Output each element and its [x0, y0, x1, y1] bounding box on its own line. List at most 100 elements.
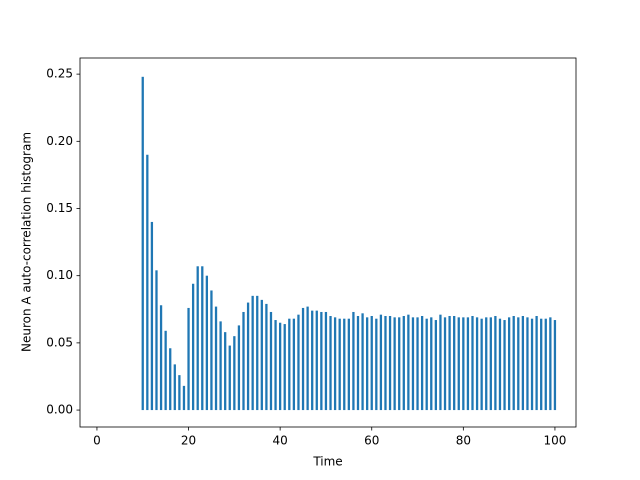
bar [338, 318, 341, 411]
bar [370, 316, 373, 411]
bar [384, 316, 387, 411]
bar [453, 316, 456, 411]
bar [201, 266, 204, 411]
bar [329, 316, 332, 411]
bar [540, 318, 543, 411]
y-tick-label: 0.15 [46, 201, 73, 215]
bar [434, 320, 438, 411]
bar [146, 154, 149, 411]
bar [274, 320, 277, 411]
bar [242, 311, 245, 411]
bar [420, 316, 424, 411]
bar [173, 364, 176, 411]
bar [269, 311, 273, 411]
bar [549, 317, 552, 411]
bar [164, 330, 167, 411]
bar [228, 345, 231, 411]
bar [462, 317, 465, 411]
y-axis-label: Neuron A auto-correlation histogram [20, 132, 34, 352]
bar [535, 316, 538, 411]
x-axis-label: Time [312, 455, 342, 469]
bar [333, 317, 337, 411]
bar [544, 318, 547, 411]
bar [265, 303, 268, 411]
bar [141, 76, 144, 411]
y-tick-label: 0.20 [46, 134, 73, 148]
bar [155, 270, 158, 411]
bar [210, 290, 213, 411]
bar [448, 316, 451, 411]
bar [283, 324, 286, 411]
bar [494, 316, 497, 411]
bar [182, 385, 186, 411]
bar [343, 318, 346, 411]
bar [233, 336, 236, 411]
bar [187, 307, 190, 411]
bar [320, 311, 323, 411]
y-tick-label: 0.00 [46, 403, 73, 417]
bar [196, 266, 199, 411]
bar [393, 317, 396, 411]
y-tick-label: 0.25 [46, 67, 73, 81]
bar [521, 316, 525, 411]
bar [366, 317, 369, 411]
y-tick-label: 0.10 [46, 268, 73, 282]
x-tick-label: 80 [456, 434, 471, 448]
x-tick-label: 0 [93, 434, 101, 448]
bar [526, 317, 529, 411]
bar [214, 306, 218, 411]
bar [411, 317, 415, 411]
bar [407, 314, 410, 411]
bar [379, 314, 383, 411]
x-tick-label: 40 [272, 434, 287, 448]
bar [237, 325, 241, 411]
bar [416, 317, 419, 411]
bar [517, 317, 520, 411]
x-tick-label: 20 [181, 434, 196, 448]
bar [356, 316, 360, 411]
bar [388, 316, 392, 411]
bar [256, 295, 259, 411]
bar [150, 221, 154, 411]
bar [375, 318, 378, 411]
bar [480, 318, 483, 411]
bar [439, 314, 442, 411]
bar [315, 310, 318, 411]
bar [475, 317, 479, 411]
x-tick-label: 100 [543, 434, 566, 448]
bar [485, 317, 488, 411]
bar [297, 314, 300, 411]
bar [352, 311, 355, 411]
bar [503, 320, 506, 411]
bar [251, 295, 254, 411]
bar [224, 332, 227, 411]
bar [306, 306, 309, 411]
bar [507, 317, 511, 411]
bar [457, 317, 460, 411]
bar [512, 316, 515, 411]
bar [246, 302, 250, 411]
bar [191, 283, 195, 411]
bar [301, 307, 305, 411]
x-tick-label: 60 [364, 434, 379, 448]
bar [402, 316, 405, 411]
bar [278, 322, 282, 411]
bar [530, 318, 534, 411]
bar [498, 318, 502, 411]
bar [288, 318, 291, 411]
bar [430, 317, 433, 411]
bar [553, 320, 557, 411]
plot-frame [79, 57, 577, 428]
bar [219, 321, 222, 411]
bar [466, 317, 470, 411]
bar [169, 348, 172, 411]
bar [361, 313, 364, 411]
bar [398, 317, 401, 411]
bar [324, 311, 328, 411]
bar [471, 316, 474, 411]
bar [260, 299, 263, 411]
bar [311, 310, 314, 411]
bar [292, 318, 296, 411]
y-tick-label: 0.05 [46, 335, 73, 349]
